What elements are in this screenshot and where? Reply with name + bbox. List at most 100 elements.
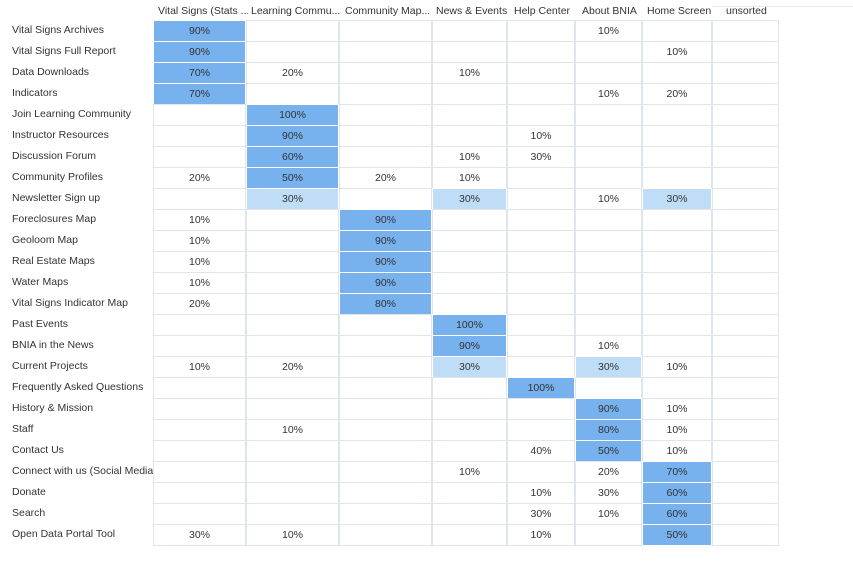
row-label-contact-us[interactable]: Contact Us	[12, 444, 64, 456]
row-label-connect-with-us-social-media[interactable]: Connect with us (Social Media)	[12, 465, 157, 477]
matrix-cell	[246, 314, 339, 336]
matrix-cell: 90%	[339, 272, 432, 294]
row-label-geoloom-map[interactable]: Geoloom Map	[12, 234, 78, 246]
row-label-search[interactable]: Search	[12, 507, 46, 519]
matrix-cell: 50%	[575, 440, 642, 462]
matrix-cell	[712, 83, 779, 105]
matrix-cell: 10%	[642, 356, 712, 378]
matrix-cell	[712, 461, 779, 483]
matrix-cell	[153, 440, 246, 462]
matrix-cell	[507, 398, 575, 420]
matrix-cell	[432, 482, 507, 504]
matrix-cell	[339, 440, 432, 462]
row-label-staff[interactable]: Staff	[12, 423, 34, 435]
row-label-instructor-resources[interactable]: Instructor Resources	[12, 129, 109, 141]
row-label-frequently-asked-questions[interactable]: Frequently Asked Questions	[12, 381, 144, 393]
matrix-cell: 90%	[153, 41, 246, 63]
row-label-donate[interactable]: Donate	[12, 486, 46, 498]
matrix-cell	[575, 293, 642, 315]
matrix-cell	[339, 524, 432, 546]
row-label-past-events[interactable]: Past Events	[12, 318, 69, 330]
matrix-cell: 80%	[575, 419, 642, 441]
column-header-about-bnia[interactable]: About BNIA	[582, 5, 637, 17]
matrix-cell	[246, 251, 339, 273]
matrix-cell	[153, 104, 246, 126]
matrix-cell	[339, 20, 432, 42]
column-header-community-map[interactable]: Community Map...	[345, 5, 431, 17]
matrix-cell	[712, 188, 779, 210]
matrix-cell: 20%	[339, 167, 432, 189]
column-header-home-screen[interactable]: Home Screen	[647, 5, 712, 17]
matrix-cell: 10%	[432, 146, 507, 168]
matrix-cell	[575, 146, 642, 168]
row-label-discussion-forum[interactable]: Discussion Forum	[12, 150, 97, 162]
matrix-cell: 20%	[642, 83, 712, 105]
matrix-cell: 30%	[246, 188, 339, 210]
row-label-water-maps[interactable]: Water Maps	[12, 276, 69, 288]
column-header-news-events[interactable]: News & Events	[436, 5, 508, 17]
matrix-cell	[712, 335, 779, 357]
matrix-cell: 70%	[153, 62, 246, 84]
matrix-cell	[712, 20, 779, 42]
matrix-cell	[712, 146, 779, 168]
matrix-cell	[339, 41, 432, 63]
matrix-cell: 90%	[339, 209, 432, 231]
row-label-bnia-in-the-news[interactable]: BNIA in the News	[12, 339, 94, 351]
matrix-cell	[153, 377, 246, 399]
matrix-cell	[575, 104, 642, 126]
matrix-cell: 90%	[339, 230, 432, 252]
matrix-cell	[339, 377, 432, 399]
matrix-cell	[712, 125, 779, 147]
row-label-join-learning-community[interactable]: Join Learning Community	[12, 108, 132, 120]
matrix-cell	[246, 293, 339, 315]
matrix-cell	[642, 230, 712, 252]
matrix-cell	[507, 209, 575, 231]
matrix-cell	[432, 524, 507, 546]
row-label-newsletter-sign-up[interactable]: Newsletter Sign up	[12, 192, 101, 204]
matrix-cell	[642, 20, 712, 42]
matrix-cell	[339, 104, 432, 126]
matrix-cell	[432, 251, 507, 273]
matrix-cell	[153, 398, 246, 420]
row-label-foreclosures-map[interactable]: Foreclosures Map	[12, 213, 97, 225]
row-label-indicators[interactable]: Indicators	[12, 87, 58, 99]
column-header-vital-signs-stats[interactable]: Vital Signs (Stats ...	[158, 5, 248, 17]
row-label-current-projects[interactable]: Current Projects	[12, 360, 88, 372]
row-label-data-downloads[interactable]: Data Downloads	[12, 66, 90, 78]
matrix-cell	[575, 524, 642, 546]
matrix-cell	[432, 41, 507, 63]
matrix-cell	[712, 167, 779, 189]
row-label-community-profiles[interactable]: Community Profiles	[12, 171, 104, 183]
matrix-cell	[153, 314, 246, 336]
row-label-vital-signs-indicator-map[interactable]: Vital Signs Indicator Map	[12, 297, 128, 309]
matrix-cell	[642, 377, 712, 399]
matrix-cell	[246, 335, 339, 357]
matrix-cell: 30%	[575, 482, 642, 504]
column-header-learning-commu[interactable]: Learning Commu...	[251, 5, 341, 17]
row-label-open-data-portal-tool[interactable]: Open Data Portal Tool	[12, 528, 116, 540]
matrix-cell	[712, 104, 779, 126]
column-header-unsorted[interactable]: unsorted	[726, 5, 767, 17]
matrix-cell	[712, 230, 779, 252]
row-label-history-mission[interactable]: History & Mission	[12, 402, 94, 414]
matrix-cell	[432, 377, 507, 399]
matrix-cell: 10%	[153, 251, 246, 273]
matrix-cell	[153, 146, 246, 168]
matrix-cell	[507, 41, 575, 63]
matrix-cell	[642, 272, 712, 294]
matrix-cell	[712, 293, 779, 315]
matrix-cell	[339, 503, 432, 525]
matrix-cell: 100%	[432, 314, 507, 336]
matrix-cell	[153, 125, 246, 147]
matrix-cell	[432, 20, 507, 42]
row-label-vital-signs-archives[interactable]: Vital Signs Archives	[12, 24, 105, 36]
matrix-cell	[246, 461, 339, 483]
row-label-real-estate-maps[interactable]: Real Estate Maps	[12, 255, 95, 267]
matrix-cell	[712, 503, 779, 525]
column-header-help-center[interactable]: Help Center	[514, 5, 571, 17]
matrix-cell	[575, 272, 642, 294]
matrix-cell	[432, 419, 507, 441]
row-label-vital-signs-full-report[interactable]: Vital Signs Full Report	[12, 45, 116, 57]
matrix-cell: 60%	[246, 146, 339, 168]
matrix-cell: 100%	[246, 104, 339, 126]
